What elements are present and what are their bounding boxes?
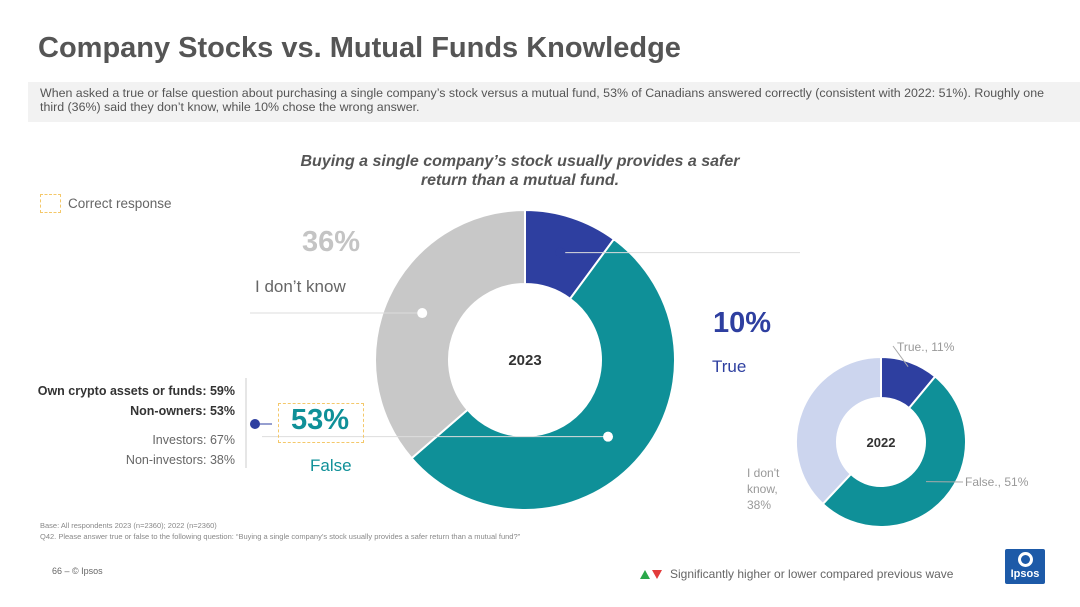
correct-response-swatch: [40, 194, 61, 213]
subgroup-crypto-owners: Own crypto assets or funds: 59%: [37, 384, 235, 398]
subgroup-dot: [250, 419, 260, 429]
ipsos-logo: Ipsos: [1005, 549, 1045, 584]
true-2022-label: True., 11%: [897, 340, 955, 354]
false-2023-label: False: [310, 456, 352, 475]
leader-dot-false-2023: [603, 431, 614, 442]
logo-text: Ipsos: [1010, 568, 1040, 580]
leader-lines: [245, 247, 964, 483]
false-2022-label: False., 51%: [965, 475, 1029, 489]
subgroup-non-owners: Non-owners: 53%: [130, 404, 235, 418]
slice-2023-dont-know: [374, 208, 526, 460]
subgroup-non-investors: Non-investors: 38%: [125, 453, 235, 467]
significance-legend: Significantly higher or lower compared p…: [640, 567, 953, 581]
question-text: Q42. Please answer true or false to the …: [40, 532, 521, 541]
summary-band: [28, 82, 1080, 122]
donut-2023: [374, 208, 676, 511]
true-2023-label: True: [712, 357, 747, 376]
triangle-up-icon: [640, 569, 650, 579]
donut-2022-center-label: 2022: [867, 435, 896, 450]
dont-know-2023-value: 36%: [302, 226, 361, 258]
donut-2023-center-label: 2023: [508, 352, 541, 369]
page-title: Company Stocks vs. Mutual Funds Knowledg…: [38, 32, 681, 64]
base-text: Base: All respondents 2023 (n=2360); 202…: [40, 521, 217, 530]
triangle-down-icon: [652, 569, 662, 579]
chart-question: Buying a single company’s stock usually …: [300, 153, 740, 189]
summary-text: When asked a true or false question abou…: [40, 86, 1044, 114]
dont-know-2022-label: I don't know, 38%: [747, 466, 780, 512]
correct-response-highlight: [278, 403, 364, 443]
base-note: Base: All respondents 2023 (n=2360); 202…: [40, 520, 520, 542]
center-labels: 2023 2022: [508, 352, 895, 450]
false-2023-value: 53%: [291, 404, 350, 436]
legend: Correct response: [40, 194, 172, 213]
leader-dot-dont-know-2023: [417, 308, 428, 319]
legend-label: Correct response: [68, 196, 172, 211]
logo-circle-icon: [1018, 552, 1033, 567]
slice-2022-dont-know: [795, 355, 882, 506]
leader-dot-true-2023: [555, 247, 566, 258]
donut-2022: [795, 355, 967, 528]
true-2023-value: 10%: [713, 307, 772, 339]
page-number: 66 – © Ipsos: [52, 566, 103, 576]
slice-2022-false: [821, 375, 967, 528]
slice-2023-false: [410, 237, 676, 511]
subgroup-investors: Investors: 67%: [152, 433, 235, 447]
dont-know-2023-label: I don’t know: [255, 277, 346, 296]
significance-text: Significantly higher or lower compared p…: [670, 567, 954, 581]
leader-true-2022: [892, 345, 909, 368]
